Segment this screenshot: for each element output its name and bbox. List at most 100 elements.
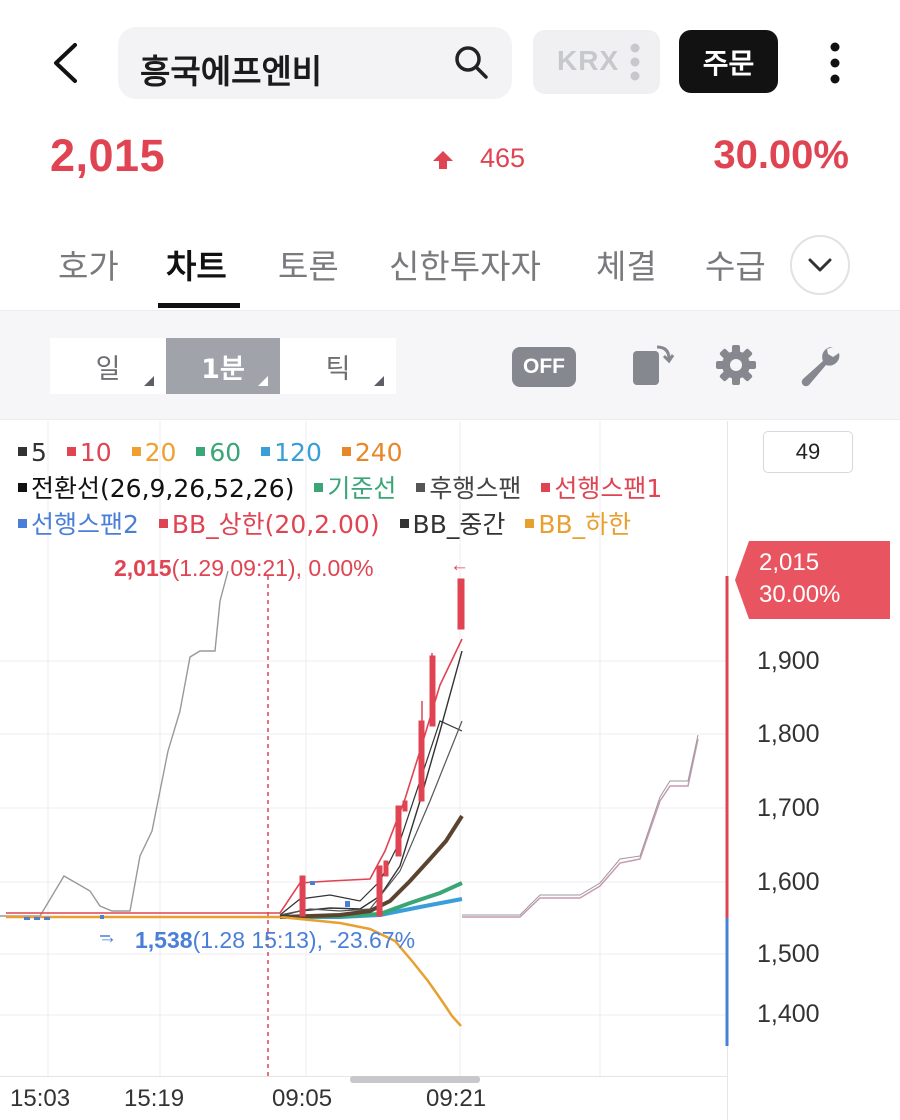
legend-ma20-label: 20 xyxy=(144,438,177,467)
price-chart[interactable]: 5 10 20 60 120 240 전환선(26,9,26,52,26) 기준… xyxy=(0,421,900,1120)
rotate-screen-icon[interactable] xyxy=(627,341,675,389)
legend-ma10-label: 10 xyxy=(79,438,112,467)
y-tick-1800: 1,800 xyxy=(757,720,820,748)
up-arrow-icon xyxy=(433,151,453,169)
bb-lower-line xyxy=(6,915,462,1027)
trailing-span-line xyxy=(0,570,229,917)
period-1min-label: 1분 xyxy=(201,353,245,385)
tab-discussion[interactable]: 토론 xyxy=(278,247,339,286)
tab-trades[interactable]: 체결 xyxy=(596,247,657,286)
candles xyxy=(299,578,465,917)
legend-leading-span1[interactable]: 선행스팬1 xyxy=(541,474,662,503)
legend-leading-span2[interactable]: 선행스팬2 xyxy=(18,510,139,539)
legend-ma120-label: 120 xyxy=(274,438,322,467)
tabs-expand-button[interactable] xyxy=(790,235,850,295)
legend-lagging-label: 후행스팬 xyxy=(429,474,522,503)
gridlines xyxy=(0,421,727,1076)
legend-bb-upper[interactable]: BB_상한(20,2.00) xyxy=(158,510,380,539)
chart-canvas[interactable] xyxy=(0,421,727,1076)
candle-count-box[interactable]: 49 xyxy=(763,431,853,473)
legend-ma-row: 5 10 20 60 120 240 xyxy=(18,435,674,471)
legend-leading1-label: 선행스팬1 xyxy=(554,474,663,503)
y-tick-1500: 1,500 xyxy=(757,940,820,968)
indicator-off-toggle[interactable]: OFF xyxy=(512,347,576,387)
ma20-line xyxy=(279,814,464,919)
legend-lagging-span[interactable]: 후행스팬 xyxy=(416,474,521,503)
exchange-label: KRX xyxy=(557,45,620,76)
price-change: 465 xyxy=(480,143,526,173)
wrench-icon[interactable] xyxy=(795,341,843,389)
search-value: 흥국에프엔비 xyxy=(140,52,323,91)
stock-search-box[interactable]: 흥국에프엔비 xyxy=(118,27,512,99)
price-change-percent: 30.00% xyxy=(713,133,849,177)
period-tick[interactable]: 틱 xyxy=(280,338,396,394)
period-tick-label: 틱 xyxy=(325,353,351,385)
tab-shinhan-investor[interactable]: 신한투자자 xyxy=(389,247,541,286)
low-price-value: 1,538 xyxy=(135,927,193,953)
legend-bb-middle[interactable]: BB_중간 xyxy=(399,510,505,539)
y-tick-1900: 1,900 xyxy=(757,647,820,675)
order-button[interactable]: 주문 xyxy=(679,30,778,93)
period-daily[interactable]: 일 xyxy=(50,338,166,394)
leading-span-band-2 xyxy=(462,734,699,916)
x-tick-1503: 15:03 xyxy=(10,1085,71,1112)
bb-upper-line xyxy=(6,638,463,914)
back-button[interactable] xyxy=(40,38,90,88)
x-tick-0921: 09:21 xyxy=(426,1085,487,1112)
low-price-annotation: 1,538(1.28 15:13), -23.67% xyxy=(135,927,415,954)
detail-tabs: 호가 차트 토론 신한투자자 체결 수급 xyxy=(0,225,900,310)
legend-ma60-label: 60 xyxy=(209,438,242,467)
chevron-left-icon xyxy=(54,43,77,83)
y-tick-1600: 1,600 xyxy=(757,868,820,896)
price-range-bar xyxy=(725,576,729,1046)
legend-ma5[interactable]: 5 xyxy=(18,438,47,467)
dropdown-corner-icon xyxy=(374,376,384,386)
legend-ma5-label: 5 xyxy=(31,438,47,467)
low-price-detail: (1.28 15:13), -23.67% xyxy=(192,927,416,953)
tab-chart[interactable]: 차트 xyxy=(166,247,227,286)
legend-base-line[interactable]: 기준선 xyxy=(314,474,396,503)
current-price: 2,015 xyxy=(50,130,166,181)
legend-bb-lower-label: BB_하한 xyxy=(538,510,632,539)
legend-ma60[interactable]: 60 xyxy=(196,438,241,467)
legend-leading2-label: 선행스팬2 xyxy=(31,510,139,539)
dropdown-corner-icon xyxy=(144,376,154,386)
period-1min[interactable]: 1분 xyxy=(166,338,280,394)
legend-bb-lower[interactable]: BB_하한 xyxy=(525,510,631,539)
legend-ma10[interactable]: 10 xyxy=(66,438,112,467)
leading-span-band xyxy=(462,738,699,918)
blue-down-candles xyxy=(24,881,350,920)
price-axis[interactable] xyxy=(725,421,900,1120)
current-price-tag-pct: 30.00% xyxy=(759,581,841,608)
base-line xyxy=(279,720,463,916)
exchange-selector[interactable]: KRX xyxy=(533,30,660,94)
high-price-detail: (1.29 09:21), 0.00% xyxy=(171,555,374,581)
chart-scrollbar[interactable] xyxy=(350,1076,480,1083)
legend-ma240[interactable]: 240 xyxy=(341,438,403,467)
x-tick-0905: 09:05 xyxy=(272,1085,333,1112)
legend-ma120[interactable]: 120 xyxy=(261,438,322,467)
legend-ma240-label: 240 xyxy=(354,438,403,467)
tab-hoga[interactable]: 호가 xyxy=(58,247,119,286)
current-price-tag-value: 2,015 xyxy=(759,549,820,576)
more-menu-icon[interactable] xyxy=(820,38,850,88)
high-price-annotation: 2,015(1.29 09:21), 0.00% xyxy=(114,555,374,582)
legend-base-label: 기준선 xyxy=(327,474,397,503)
search-icon[interactable] xyxy=(452,43,490,81)
gear-icon[interactable] xyxy=(712,341,760,389)
legend-ma20[interactable]: 20 xyxy=(131,438,177,467)
legend-conversion-line[interactable]: 전환선(26,9,26,52,26) xyxy=(18,474,294,503)
chart-toolbar: 일 1분 틱 OFF xyxy=(0,310,900,420)
top-bar: 흥국에프엔비 KRX 주문 xyxy=(0,0,900,125)
legend-bb-row: 선행스팬2 BB_상한(20,2.00) BB_중간 BB_하한 xyxy=(18,507,674,543)
time-axis[interactable]: 15:03 15:19 09:05 09:21 xyxy=(0,1076,727,1120)
active-tab-indicator xyxy=(158,303,240,308)
tab-supply-demand[interactable]: 수급 xyxy=(705,247,766,286)
high-arrow-icon: ← xyxy=(450,555,469,576)
y-tick-1400: 1,400 xyxy=(757,1000,820,1028)
high-price-value: 2,015 xyxy=(114,555,172,581)
legend-bb-upper-label: BB_상한(20,2.00) xyxy=(171,510,380,539)
y-tick-1700: 1,700 xyxy=(757,794,820,822)
current-price-tag: 2,015 30.00% xyxy=(735,541,890,619)
chart-legend: 5 10 20 60 120 240 전환선(26,9,26,52,26) 기준… xyxy=(18,435,674,543)
